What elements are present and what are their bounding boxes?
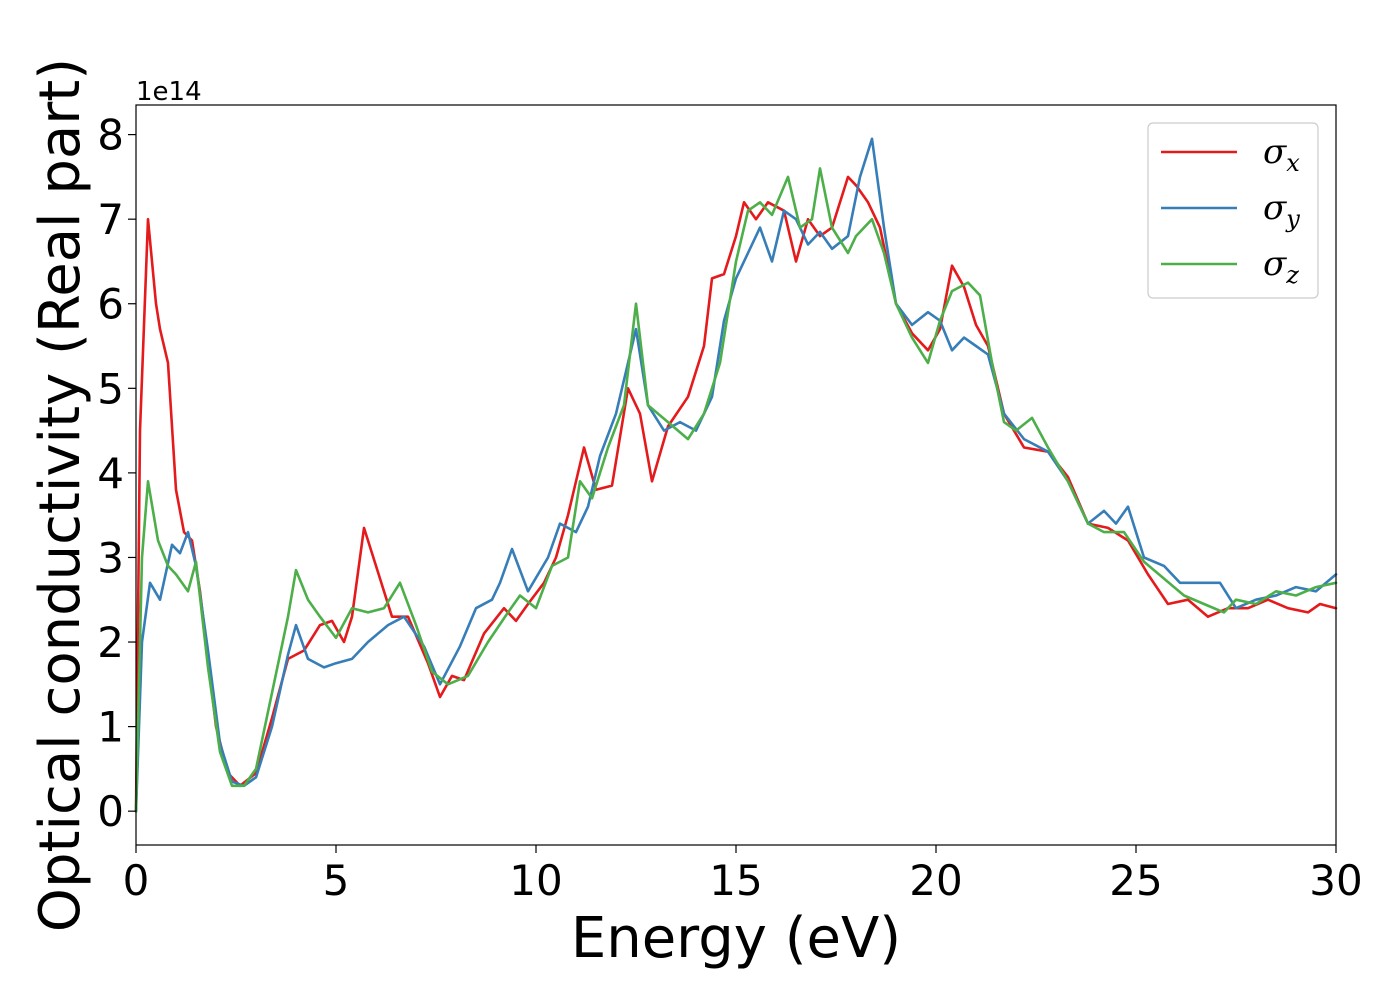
x-tick-label: 0 — [123, 856, 150, 905]
y-offset-label: 1e14 — [136, 77, 202, 107]
y-tick-label: 8 — [97, 111, 124, 160]
legend: σx σy σz — [1147, 122, 1319, 299]
y-tick-label: 3 — [97, 533, 124, 582]
x-axis: 0 5 10 15 20 25 30 — [123, 845, 1363, 905]
x-tick-label: 5 — [323, 856, 350, 905]
plot-lines — [134, 137, 1338, 813]
y-tick-label: 7 — [97, 195, 124, 244]
x-axis-title: Energy (eV) — [571, 906, 901, 971]
x-tick-label: 10 — [509, 856, 562, 905]
x-tick-label: 25 — [1109, 856, 1162, 905]
legend-box — [1147, 122, 1319, 299]
y-axis: 0 1 2 3 4 5 6 7 8 — [97, 111, 136, 836]
x-tick-label: 15 — [709, 856, 762, 905]
x-tick-label: 20 — [909, 856, 962, 905]
x-tick-label: 30 — [1309, 856, 1362, 905]
legend-label-y: σy — [1263, 188, 1300, 233]
legend-label-x: σx — [1263, 132, 1300, 177]
y-tick-label: 1 — [97, 703, 124, 752]
y-axis-title: Optical conductivity (Real part) — [28, 58, 93, 932]
y-tick-label: 5 — [97, 364, 124, 413]
series-line-x — [134, 175, 1338, 813]
y-tick-label: 2 — [97, 618, 124, 667]
y-tick-label: 6 — [97, 280, 124, 329]
y-tick-label: 0 — [97, 787, 124, 836]
y-tick-label: 4 — [97, 449, 124, 498]
series-line-z — [134, 167, 1338, 813]
legend-label-z: σz — [1263, 244, 1299, 289]
